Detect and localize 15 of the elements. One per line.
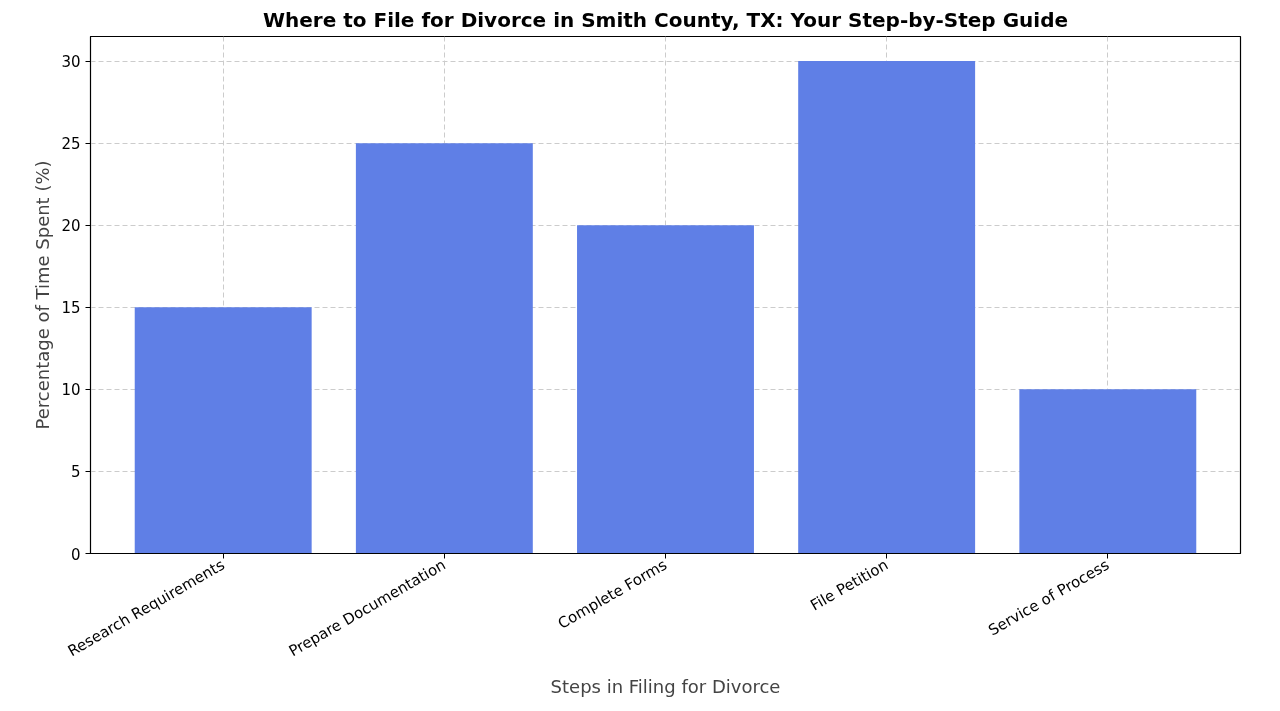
bar	[577, 225, 754, 554]
bar	[1019, 389, 1197, 554]
bar	[355, 143, 533, 554]
bar	[134, 307, 312, 554]
y-tick-label: 10	[61, 381, 81, 400]
y-tick-label: 0	[70, 545, 81, 564]
y-tick-label: 20	[61, 217, 81, 236]
x-axis-title: Steps in Filing for Divorce	[550, 676, 781, 698]
y-tick-label: 5	[70, 463, 81, 482]
bar	[798, 61, 976, 554]
y-tick-label: 30	[61, 53, 81, 72]
y-tick-label: 25	[61, 135, 81, 154]
y-axis-title: Percentage of Time Spent (%)	[32, 160, 54, 430]
y-tick-label: 15	[61, 299, 81, 318]
chart-title: Where to File for Divorce in Smith County, TX: Your Step-by-Step Guide	[262, 7, 1069, 32]
